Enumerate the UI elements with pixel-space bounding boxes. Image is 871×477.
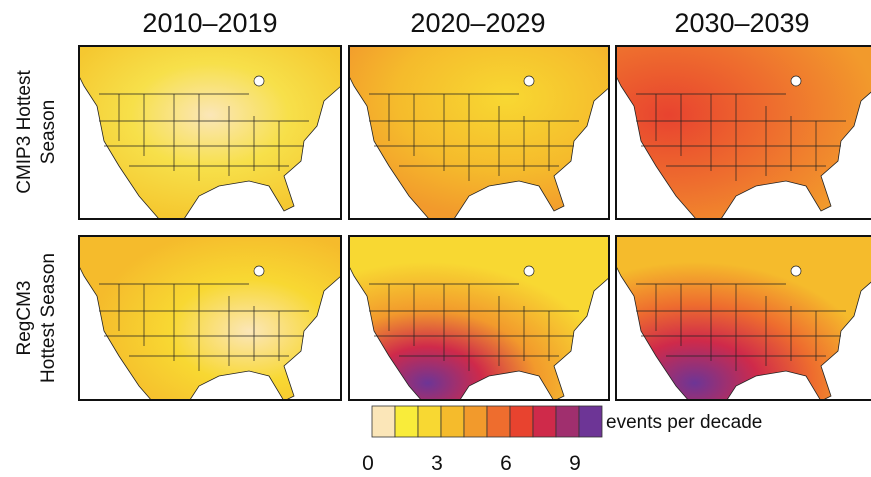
- row-label: CMIP3 Hottest: [14, 70, 35, 194]
- colorbar-bin: [510, 406, 533, 437]
- colorbar-bin: [372, 406, 395, 437]
- colorbar-tick-label: 9: [569, 452, 581, 475]
- column-title: 2020–2029: [410, 8, 545, 38]
- column-title: 2010–2019: [142, 8, 277, 38]
- map: [349, 236, 611, 409]
- figure: 2010–2019 2020–2029 2030–2039 CMIP3 Hott…: [0, 0, 871, 477]
- colorbar-bin: [487, 406, 510, 437]
- row-label: Season: [38, 100, 59, 164]
- colorbar-tick-label: 3: [431, 452, 443, 475]
- legend: events per decade 0 3 6 9: [362, 406, 762, 475]
- colorbar-bin: [533, 406, 556, 437]
- colorbar-bin: [579, 406, 602, 437]
- colorbar-bin: [395, 406, 418, 437]
- colorbar-bin: [464, 406, 487, 437]
- map: [79, 236, 341, 409]
- colorbar-tick-label: 6: [500, 452, 512, 475]
- map: [616, 236, 871, 409]
- row-label: Hottest Season: [38, 253, 59, 383]
- colorbar-bin: [418, 406, 441, 437]
- map: [79, 46, 341, 219]
- map: [616, 46, 871, 219]
- map-panels: [79, 46, 871, 409]
- row-label: RegCM3: [14, 281, 35, 356]
- colorbar-bin: [441, 406, 464, 437]
- colorbar-bin: [556, 406, 579, 437]
- column-title: 2030–2039: [674, 8, 809, 38]
- colorbar-tick-label: 0: [362, 452, 374, 475]
- map: [349, 46, 611, 219]
- legend-label: events per decade: [606, 412, 762, 433]
